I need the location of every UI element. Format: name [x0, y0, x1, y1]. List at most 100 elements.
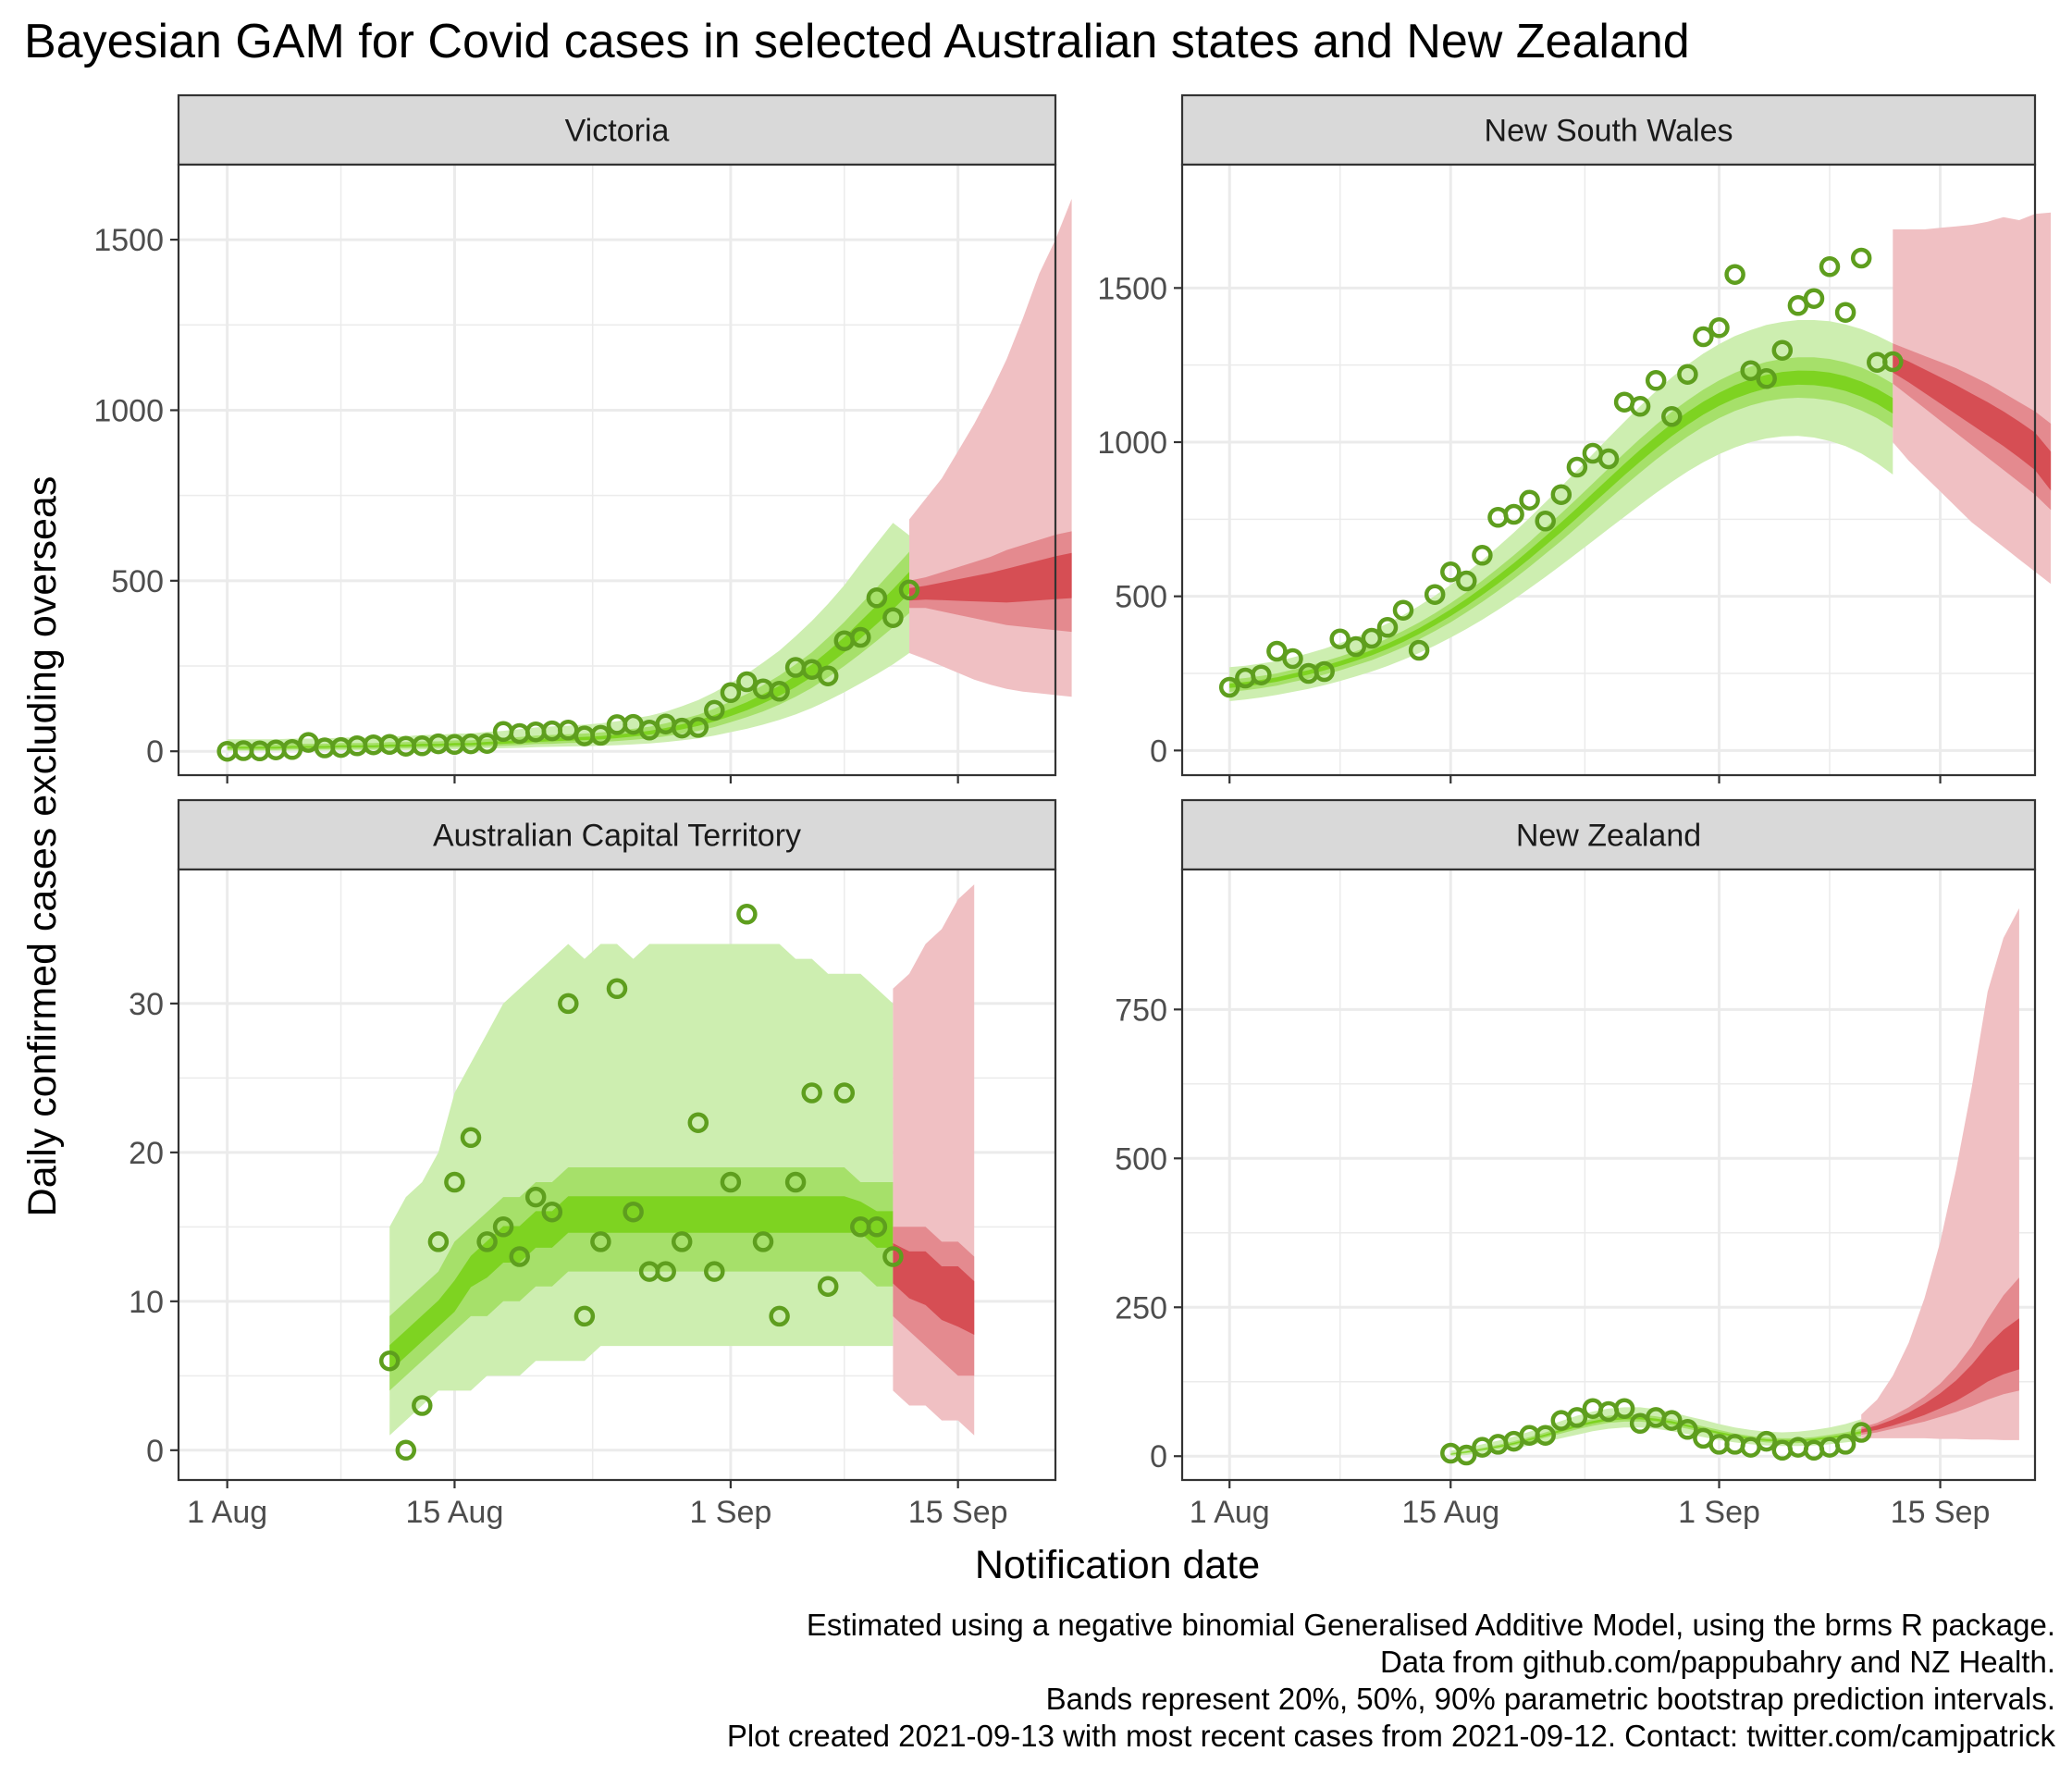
data-point — [1756, 1430, 1777, 1452]
y-axis-title: Daily confirmed cases excluding overseas — [20, 476, 65, 1217]
data-point — [1645, 370, 1667, 391]
data-point — [736, 671, 758, 693]
data-point — [671, 1231, 693, 1252]
data-point — [1392, 599, 1414, 621]
data-point — [541, 1201, 563, 1223]
data-point — [1535, 511, 1556, 532]
data-point — [1597, 448, 1620, 470]
data-point — [1376, 617, 1399, 638]
data-point — [704, 1261, 725, 1282]
data-point — [736, 904, 758, 925]
data-point — [1850, 247, 1872, 269]
x-tick-label: 15 Sep — [908, 1495, 1008, 1530]
data-point — [444, 1171, 465, 1193]
data-point — [704, 699, 725, 722]
fitted-band-20 — [389, 1196, 894, 1372]
y-tick-label: 0 — [1150, 1439, 1167, 1474]
data-point — [655, 1261, 676, 1282]
data-point — [1535, 1424, 1556, 1446]
data-point — [1677, 1419, 1698, 1440]
data-point — [1266, 640, 1288, 662]
fitted-band-20 — [1229, 370, 1893, 688]
data-point — [558, 993, 579, 1015]
data-point — [395, 1439, 417, 1462]
y-tick-label: 1500 — [1097, 271, 1167, 306]
data-point — [606, 978, 628, 1000]
data-point — [784, 1171, 807, 1193]
fitted-band-50 — [1450, 1414, 1862, 1455]
facet-strip-label: Victoria — [565, 114, 670, 149]
data-point — [769, 681, 790, 702]
data-point — [1693, 326, 1714, 348]
chart-title: Bayesian GAM for Covid cases in selected… — [24, 15, 1690, 68]
data-point — [524, 1186, 547, 1208]
data-point — [590, 1231, 611, 1252]
data-point — [574, 1305, 596, 1327]
y-tick-label: 10 — [129, 1285, 164, 1320]
data-point — [1803, 288, 1825, 309]
data-point — [817, 665, 839, 686]
data-point — [1329, 628, 1350, 649]
y-tick-label: 250 — [1115, 1290, 1167, 1326]
x-axis-title: Notification date — [975, 1543, 1260, 1587]
y-tick-label: 1000 — [1097, 426, 1167, 461]
caption-line-3: Bands represent 20%, 50%, 90% parametric… — [1046, 1682, 2055, 1716]
forecast-band-20 — [893, 1243, 975, 1335]
data-point — [1629, 396, 1651, 417]
y-tick-label: 1000 — [93, 393, 164, 428]
data-point — [1708, 317, 1730, 339]
facet-panel: Australian Capital Territory 0 10 20 30 1 Aug… — [129, 798, 1057, 1530]
panel-border — [1180, 163, 2037, 777]
caption-line-1: Estimated using a negative binomial Gene… — [807, 1608, 2055, 1642]
data-point — [1550, 484, 1572, 505]
facet-strip — [1180, 93, 2037, 166]
x-tick-label: 1 Sep — [689, 1495, 771, 1530]
data-point — [1282, 648, 1303, 670]
data-point — [1661, 406, 1683, 427]
x-tick-label: 1 Aug — [187, 1495, 267, 1530]
data-point — [378, 1350, 401, 1372]
data-point — [1503, 503, 1524, 525]
data-point — [1834, 1434, 1856, 1455]
data-point — [882, 607, 904, 628]
data-point — [1756, 368, 1777, 389]
data-point — [1314, 660, 1335, 683]
fitted-band-90 — [1229, 320, 1893, 701]
data-point — [1472, 545, 1493, 566]
x-tick-label: 1 Sep — [1678, 1495, 1760, 1530]
facet-strip-label: New Zealand — [1516, 819, 1701, 854]
y-tick-label: 30 — [129, 987, 164, 1022]
data-point — [1613, 1398, 1635, 1419]
y-tick-label: 1500 — [93, 223, 164, 258]
data-point — [1566, 456, 1588, 478]
x-tick-label: 15 Aug — [1401, 1495, 1499, 1530]
data-point — [1361, 627, 1383, 649]
data-point — [1424, 584, 1446, 605]
data-point — [1740, 360, 1761, 381]
x-tick-label: 1 Aug — [1190, 1495, 1270, 1530]
facet-strip — [1180, 798, 2037, 871]
data-point — [769, 1305, 790, 1327]
data-point — [1440, 561, 1462, 583]
data-point — [460, 1127, 482, 1149]
data-point — [1834, 302, 1856, 323]
forecast-band-20 — [1893, 354, 2052, 491]
data-point — [850, 626, 871, 648]
data-point — [590, 724, 611, 746]
panel-border — [1180, 868, 2037, 1482]
panel-border — [177, 163, 1057, 777]
data-point — [1456, 570, 1477, 592]
y-tick-label: 20 — [129, 1136, 164, 1171]
data-point — [801, 1082, 822, 1104]
data-point — [1677, 364, 1698, 385]
data-point — [509, 1246, 530, 1267]
forecast-band-50 — [1861, 1277, 2019, 1436]
caption-line-4: Plot created 2021-09-13 with most recent… — [727, 1719, 2056, 1753]
data-point — [1456, 1444, 1477, 1466]
fitted-band-50 — [227, 551, 909, 750]
data-point — [412, 1395, 433, 1416]
y-tick-label: 0 — [146, 1434, 164, 1469]
caption-line-2: Data from github.com/pappubahry and NZ H… — [1380, 1645, 2055, 1679]
data-point — [898, 579, 920, 601]
